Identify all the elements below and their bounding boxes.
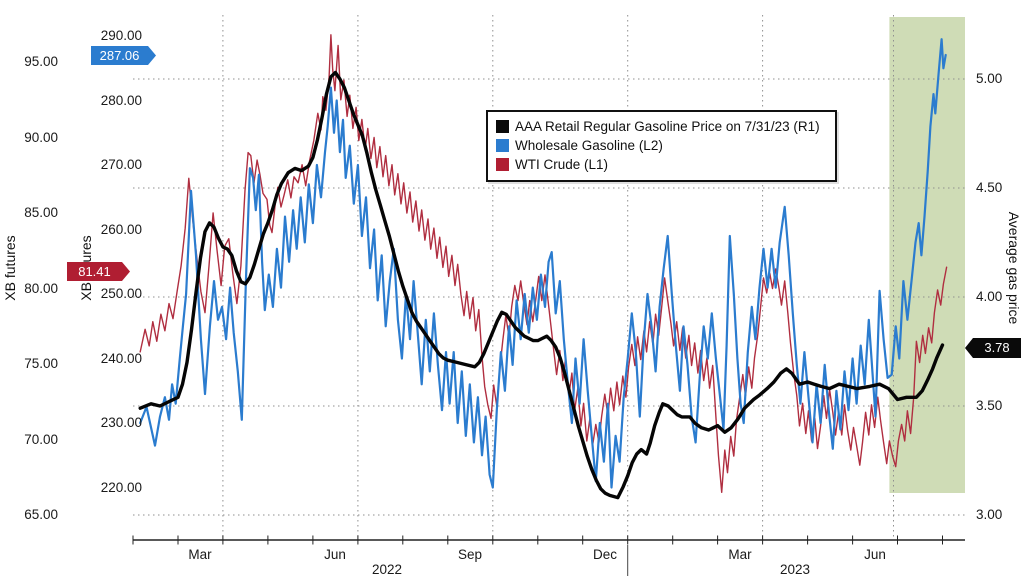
right-axis-tick-label: 3.00 [976,507,1003,522]
left-axis-2-tick-label: 270.00 [100,157,142,172]
wholesale-gasoline-swatch-icon [496,139,509,152]
legend-item-label: Wholesale Gasoline (L2) [515,138,663,153]
right-axis-tick-label: 5.00 [976,71,1003,86]
series-line-aaa-retail-regular-gasoline-price-on-7-31-23 [138,70,945,500]
left-axis-1-tick-label: 95.00 [24,54,58,69]
left-axis-2-tick-label: 240.00 [100,351,142,366]
x-axis-year-label: 2022 [371,562,403,577]
left-axis-1-title: XB futures [2,235,18,301]
highlight-band [889,17,965,493]
wti-crude-swatch-icon [496,158,509,171]
x-axis-month-label: Mar [188,547,212,562]
left-axis-1-tick-label: 70.00 [24,432,58,447]
left-axis-2-tick-label: 280.00 [100,93,142,108]
legend-item-label: AAA Retail Regular Gasoline Price on 7/3… [515,119,820,134]
left-axis-2-tick-label: 260.00 [100,222,142,237]
right-axis-tick-label: 4.50 [976,180,1003,195]
right-axis-tick-label: 4.00 [976,289,1003,304]
left-axis-1-tick-label: 80.00 [24,281,58,296]
left-axis-1-tick-label: 75.00 [24,356,58,371]
left-axis-1-tick-label: 65.00 [24,507,58,522]
left-axis-2-tick-label: 220.00 [100,480,142,495]
left-axis-2-tick-label: 290.00 [100,28,142,43]
x-axis-month-label: Sep [457,547,483,562]
legend-item-label: WTI Crude (L1) [515,157,609,172]
retail-gasoline-value-badge: 3.78 [965,338,1021,358]
left-axis-2-tick-label: 230.00 [100,415,142,430]
x-axis-month-label: Jun [864,547,886,562]
left-axis-1-tick-label: 85.00 [24,205,58,220]
retail-gasoline-swatch-icon [496,120,509,133]
wti-crude-value-badge: 81.41 [67,262,130,281]
series-line-wholesale-gasoline [139,38,947,489]
legend: AAA Retail Regular Gasoline Price on 7/3… [486,110,837,182]
x-axis-month-label: Jun [324,547,346,562]
legend-item-retail-gasoline: AAA Retail Regular Gasoline Price on 7/3… [496,117,827,136]
legend-item-wti-crude: WTI Crude (L1) [496,155,827,174]
series-line-wti-crude [139,34,948,493]
x-axis-month-label: Dec [592,547,618,562]
left-axis-2-tick-label: 250.00 [100,286,142,301]
x-axis-year-label: 2023 [779,562,811,577]
left-axis-1-tick-label: 90.00 [24,130,58,145]
x-axis-month-label: Mar [728,547,752,562]
wholesale-gasoline-value-badge: 287.06 [91,46,156,65]
legend-item-wholesale-gasoline: Wholesale Gasoline (L2) [496,136,827,155]
right-axis-tick-label: 3.50 [976,398,1003,413]
right-axis-title: Average gas price [1006,211,1022,325]
